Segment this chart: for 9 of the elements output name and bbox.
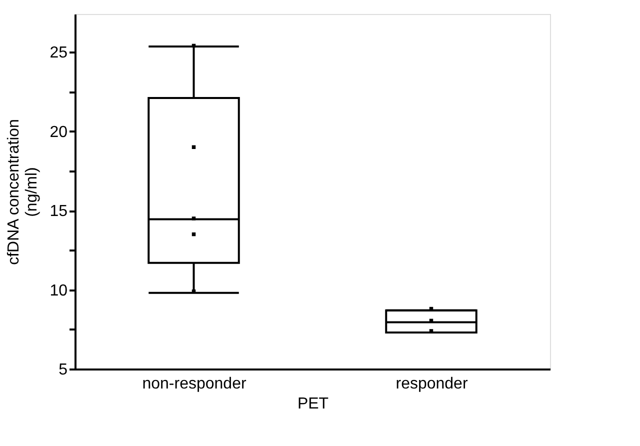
y-tick-label: 5 <box>58 362 68 378</box>
y-tick-label: 10 <box>50 282 68 300</box>
y-tick-label: 20 <box>50 124 68 141</box>
x-tick-label: non-responder <box>142 376 247 392</box>
x-axis-title: PET <box>297 396 329 412</box>
y-tick-label: 25 <box>50 44 68 62</box>
y-tick-label: 15 <box>50 203 68 220</box>
y-axis-title: cfDNA concentration (ng/ml) <box>6 119 41 265</box>
x-tick-label: responder <box>396 376 468 392</box>
